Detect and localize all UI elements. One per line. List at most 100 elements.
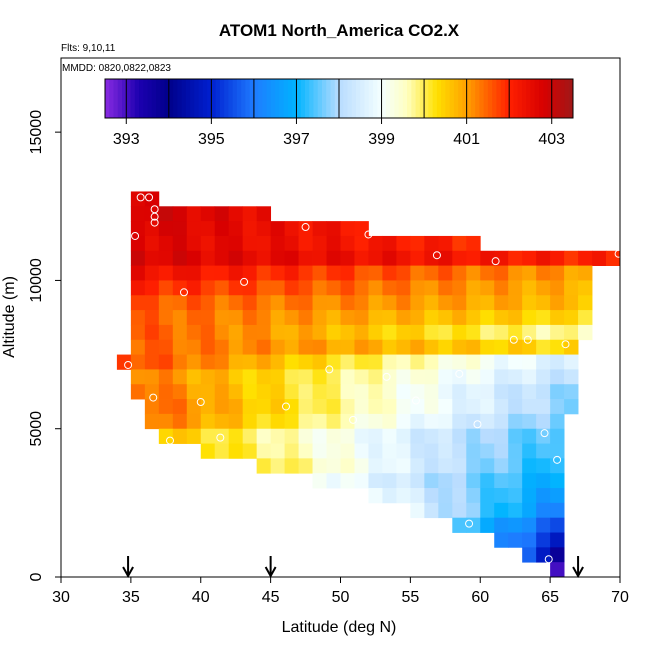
heatmap-cell bbox=[186, 265, 202, 281]
heatmap-cell bbox=[424, 354, 439, 370]
heatmap-cell bbox=[522, 458, 537, 474]
heatmap-cell bbox=[466, 473, 481, 489]
heatmap-cell bbox=[340, 324, 355, 341]
heatmap-cell bbox=[298, 221, 313, 237]
heatmap-cell bbox=[312, 369, 327, 385]
heatmap-cell bbox=[256, 399, 272, 415]
heatmap-cell bbox=[452, 458, 467, 474]
heatmap-cell bbox=[228, 428, 244, 444]
heatmap-cell bbox=[242, 369, 258, 385]
heatmap-cell bbox=[410, 324, 425, 341]
profile-point bbox=[561, 340, 570, 349]
heatmap-cell bbox=[368, 413, 383, 430]
heatmap-cell bbox=[536, 532, 551, 548]
heatmap-cell bbox=[270, 384, 285, 400]
heatmap-cell bbox=[326, 384, 341, 400]
heatmap-cell bbox=[536, 547, 551, 563]
colorbar-segment bbox=[436, 79, 442, 118]
heatmap-cell bbox=[270, 443, 285, 459]
colorbar-segment bbox=[496, 79, 502, 118]
colorbar-segment bbox=[394, 79, 400, 118]
colorbar-segment bbox=[173, 79, 178, 118]
profile-point bbox=[544, 555, 553, 564]
heatmap-cell bbox=[228, 339, 244, 355]
heatmap-cell bbox=[424, 428, 439, 444]
heatmap-cell bbox=[508, 384, 523, 400]
heatmap-cell bbox=[354, 250, 369, 266]
colorbar-segment bbox=[470, 79, 476, 118]
heatmap-cell bbox=[228, 295, 244, 311]
heatmap-cell bbox=[228, 235, 244, 252]
heatmap-cell bbox=[214, 221, 230, 237]
heatmap-cell bbox=[466, 502, 481, 519]
heatmap-cell bbox=[382, 384, 397, 400]
heatmap-cell bbox=[270, 399, 285, 415]
heatmap-cell bbox=[592, 250, 607, 266]
heatmap-cell bbox=[536, 399, 551, 415]
profile-point bbox=[124, 360, 133, 369]
heatmap-cell bbox=[550, 428, 565, 444]
heatmap-cell bbox=[382, 280, 397, 296]
heatmap-cell bbox=[382, 443, 397, 459]
heatmap-cell bbox=[480, 354, 495, 370]
colorbar-segment bbox=[368, 79, 374, 118]
heatmap-cell bbox=[452, 324, 467, 341]
heatmap-cell bbox=[298, 310, 313, 326]
heatmap-cell bbox=[172, 250, 188, 266]
heatmap-cell bbox=[508, 443, 523, 459]
heatmap-cell bbox=[200, 384, 216, 400]
heatmap-cell bbox=[536, 488, 551, 504]
heatmap-cell bbox=[340, 235, 355, 252]
heatmap-cell bbox=[354, 413, 369, 430]
heatmap-cell bbox=[522, 265, 537, 281]
heatmap-cell bbox=[116, 354, 132, 370]
heatmap-cell bbox=[452, 502, 467, 519]
heatmap-cell bbox=[494, 310, 509, 326]
heatmap-cell bbox=[340, 250, 355, 266]
colorbar-segment bbox=[343, 79, 349, 118]
x-tick-label: 50 bbox=[332, 589, 350, 606]
heatmap-cell bbox=[452, 235, 467, 252]
colorbar-segment bbox=[160, 79, 166, 118]
heatmap-cell bbox=[228, 221, 244, 237]
heatmap-cell bbox=[284, 458, 299, 474]
heatmap-cell bbox=[284, 310, 299, 326]
heatmap-cell bbox=[326, 473, 341, 489]
heatmap-cell bbox=[242, 235, 258, 252]
colorbar-segment bbox=[292, 79, 297, 118]
heatmap-cell bbox=[256, 428, 272, 444]
heatmap-cell bbox=[550, 488, 565, 504]
heatmap-cell bbox=[312, 324, 327, 341]
colorbar-segment bbox=[449, 79, 455, 118]
heatmap-cell bbox=[466, 399, 481, 415]
heatmap-cell bbox=[200, 295, 216, 311]
x-tick-label: 40 bbox=[192, 589, 210, 606]
arrow-head bbox=[572, 566, 584, 579]
heatmap-cell bbox=[424, 473, 439, 489]
colorbar-segment bbox=[117, 79, 123, 118]
colorbar-segment bbox=[534, 79, 540, 118]
y-axis-label: Altitude (m) bbox=[1, 276, 18, 358]
colorbar-segment bbox=[428, 79, 434, 118]
heatmap-cell bbox=[382, 324, 397, 341]
heatmap-cell bbox=[340, 369, 355, 385]
heatmap-cell bbox=[550, 265, 565, 281]
heatmap-cell bbox=[242, 221, 258, 237]
heatmap-cell bbox=[550, 413, 565, 430]
heatmap-cell bbox=[508, 502, 523, 519]
heatmap-cell bbox=[214, 265, 230, 281]
heatmap-cell bbox=[326, 310, 341, 326]
heatmap-cell bbox=[536, 295, 551, 311]
heatmap-cell bbox=[410, 354, 425, 370]
heatmap-cell bbox=[130, 280, 146, 296]
colorbar-segment bbox=[521, 79, 527, 118]
x-tick-label: 55 bbox=[401, 589, 419, 606]
heatmap-cell bbox=[550, 324, 565, 341]
heatmap-cell bbox=[368, 458, 383, 474]
heatmap-cell bbox=[242, 428, 258, 444]
colorbar-segment bbox=[287, 79, 293, 118]
heatmap-cell bbox=[536, 265, 551, 281]
heatmap-cell bbox=[284, 428, 299, 444]
colorbar-segment bbox=[326, 79, 331, 118]
colorbar-tick-label: 399 bbox=[368, 131, 395, 148]
